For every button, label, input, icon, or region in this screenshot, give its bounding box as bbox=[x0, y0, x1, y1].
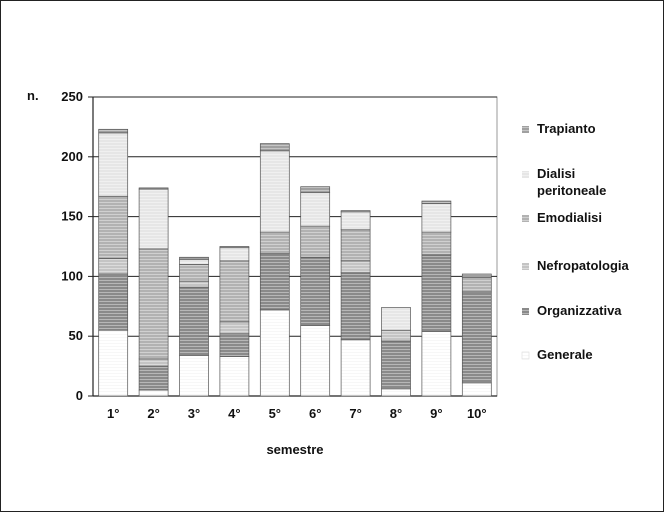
legend-label: Organizzativa bbox=[537, 303, 622, 318]
x-axis-label: semestre bbox=[266, 442, 323, 457]
bar-segment bbox=[340, 272, 371, 341]
bar-segment bbox=[381, 329, 411, 342]
bar-segment bbox=[219, 356, 250, 397]
x-tick-label: 7° bbox=[349, 406, 361, 421]
legend-label: Dialisi peritoneale bbox=[537, 166, 606, 198]
bar-segment bbox=[138, 358, 169, 367]
legend-label: Trapianto bbox=[537, 121, 596, 136]
bar-segment bbox=[98, 195, 129, 259]
bar-segment bbox=[179, 256, 209, 261]
bar-segment bbox=[300, 225, 331, 258]
bar-segment bbox=[259, 231, 290, 255]
y-tick-label: 0 bbox=[76, 388, 83, 403]
bar-segment bbox=[138, 248, 169, 360]
bar-segment bbox=[421, 254, 452, 332]
x-tick-label: 3° bbox=[188, 406, 200, 421]
bar-segment bbox=[340, 260, 371, 274]
bar-segment bbox=[421, 231, 452, 256]
bar-segment bbox=[300, 192, 331, 227]
bar-segment bbox=[300, 256, 331, 326]
y-tick-label: 200 bbox=[61, 149, 83, 164]
bar-segment bbox=[259, 309, 290, 397]
bar-segment bbox=[381, 340, 411, 390]
bar-segment bbox=[138, 188, 169, 250]
y-tick-label: 250 bbox=[61, 89, 83, 104]
bar-segment bbox=[219, 247, 250, 262]
bar-segment bbox=[98, 258, 129, 275]
bar-segment bbox=[219, 260, 250, 323]
legend-swatch bbox=[522, 171, 529, 178]
bar-segment bbox=[98, 132, 129, 197]
x-tick-label: 2° bbox=[147, 406, 159, 421]
bar-segment bbox=[340, 211, 371, 231]
bar-segment bbox=[219, 321, 250, 335]
bar-segment bbox=[259, 253, 290, 311]
x-tick-label: 5° bbox=[269, 406, 281, 421]
bar-segment bbox=[179, 354, 209, 397]
bar-segment bbox=[300, 186, 331, 194]
bar-segment bbox=[381, 307, 411, 331]
legend-label: Emodialisi bbox=[537, 210, 602, 225]
bar-segment bbox=[179, 259, 209, 265]
legend-swatch bbox=[522, 215, 529, 222]
bar-segment bbox=[179, 280, 209, 288]
bar-segment bbox=[98, 273, 129, 331]
bar-segment bbox=[219, 333, 250, 357]
bar-segment bbox=[461, 277, 492, 293]
bar-segment bbox=[98, 329, 129, 397]
legend-swatch bbox=[521, 351, 530, 360]
bar-segment bbox=[340, 210, 371, 213]
y-axis-label: n. bbox=[27, 88, 39, 103]
bar-segment bbox=[340, 229, 371, 262]
bar-segment bbox=[138, 365, 169, 391]
bar-segment bbox=[259, 150, 290, 233]
bar-segment bbox=[259, 143, 290, 152]
bar-segment bbox=[461, 291, 492, 384]
y-tick-label: 150 bbox=[61, 209, 83, 224]
bar-segment bbox=[179, 264, 209, 282]
bar-segment bbox=[138, 187, 169, 190]
bar-segment bbox=[381, 388, 411, 397]
bar-segment bbox=[421, 200, 452, 204]
bar-segment bbox=[98, 128, 129, 134]
bar-segment bbox=[138, 389, 169, 397]
y-tick-label: 100 bbox=[61, 268, 83, 283]
bar-segment bbox=[340, 339, 371, 397]
legend-swatch bbox=[522, 263, 529, 270]
x-tick-label: 8° bbox=[390, 406, 402, 421]
y-tick-label: 50 bbox=[69, 328, 83, 343]
bar-segment bbox=[219, 246, 250, 249]
x-tick-label: 1° bbox=[107, 406, 119, 421]
legend-swatch bbox=[522, 126, 529, 133]
legend-swatch bbox=[522, 308, 529, 315]
bar-segment bbox=[421, 331, 452, 397]
x-tick-label: 10° bbox=[467, 406, 487, 421]
x-tick-label: 4° bbox=[228, 406, 240, 421]
bar-segment bbox=[461, 382, 492, 397]
bar-segment bbox=[300, 325, 331, 397]
bar-segment bbox=[179, 286, 209, 356]
x-tick-label: 6° bbox=[309, 406, 321, 421]
legend-label: Generale bbox=[537, 347, 593, 362]
x-tick-label: 9° bbox=[430, 406, 442, 421]
bar-segment bbox=[421, 203, 452, 233]
legend-label: Nefropatologia bbox=[537, 258, 629, 273]
bar-segment bbox=[461, 273, 492, 278]
